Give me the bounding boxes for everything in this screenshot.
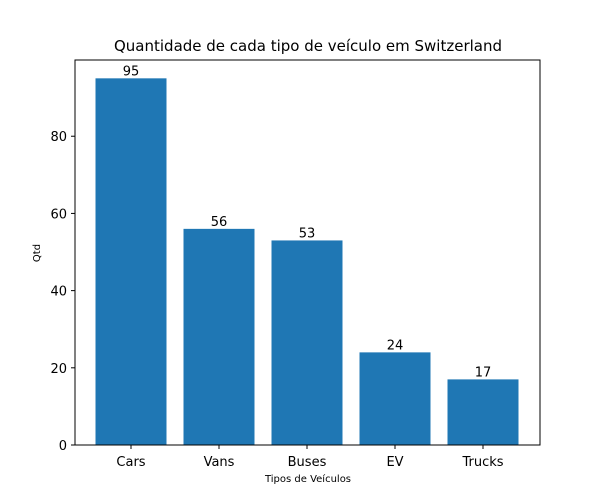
y-axis-ticks: 0 20 40 60 80 [50, 130, 75, 454]
y-tick-label: 60 [50, 207, 67, 222]
y-tick-label: 80 [50, 130, 67, 145]
y-axis-label: Qtd [32, 244, 43, 262]
y-tick-label: 0 [59, 439, 67, 454]
data-label-cars: 95 [123, 64, 140, 79]
data-label-buses: 53 [299, 226, 316, 241]
x-tick-label-trucks: Trucks [461, 455, 503, 470]
data-label-ev: 24 [387, 338, 404, 353]
y-tick-label: 40 [50, 285, 67, 300]
x-tick-label-ev: EV [386, 455, 403, 470]
chart-title: Quantidade de cada tipo de veículo em Sw… [114, 37, 502, 55]
data-labels-group: 95 56 53 24 17 [123, 64, 492, 380]
bar-trucks [447, 379, 519, 445]
bar-buses [271, 240, 343, 445]
bars-group [95, 78, 519, 445]
x-axis-label: Tipos de Veículos [264, 473, 351, 485]
bar-vans [183, 228, 255, 445]
x-axis-ticks: Cars Vans Buses EV Trucks [116, 445, 504, 470]
x-tick-label-cars: Cars [116, 455, 145, 470]
data-label-vans: 56 [211, 215, 228, 230]
y-tick-label: 20 [50, 362, 67, 377]
data-label-trucks: 17 [475, 365, 492, 380]
bar-ev [359, 352, 431, 445]
bar-cars [95, 78, 167, 445]
x-tick-label-buses: Buses [288, 455, 327, 470]
x-tick-label-vans: Vans [204, 455, 235, 470]
